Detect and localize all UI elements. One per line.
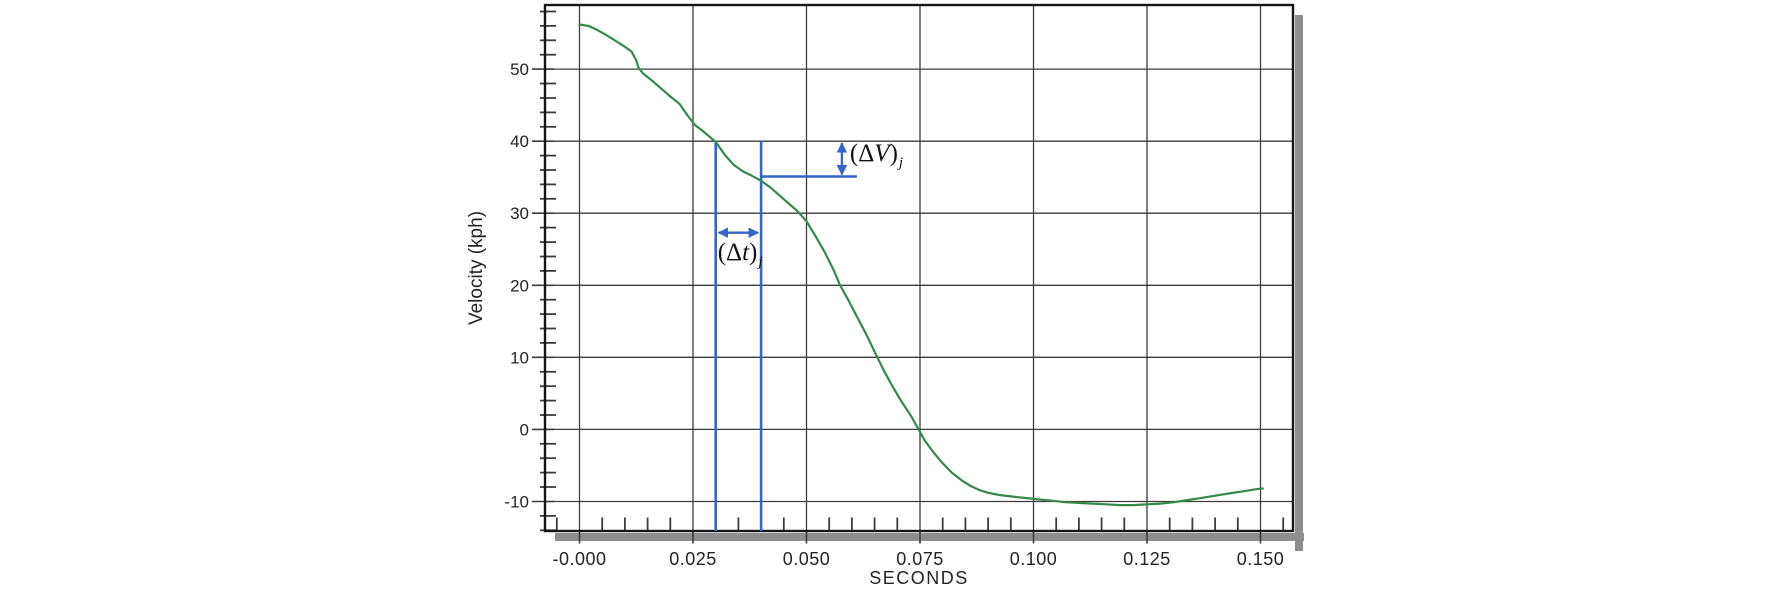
y-tick-label: 40	[510, 132, 529, 151]
delta-v-annotation-label: (ΔV)j	[849, 140, 903, 172]
x-tick-label: 0.150	[1237, 549, 1285, 569]
dt-label-symbol: t	[742, 238, 750, 266]
delta-t-annotation-label: (Δt)j	[717, 238, 763, 270]
dt-label-subscript: j	[758, 253, 763, 270]
dt-label-pre: (Δ	[717, 238, 743, 266]
plot-background	[545, 5, 1293, 531]
y-tick-label: 50	[510, 60, 529, 79]
y-axis-title: Velocity (kph)	[466, 210, 487, 326]
frame-shadow-bottom	[555, 533, 1304, 541]
velocity-curve	[578, 23, 1264, 507]
y-tick-label: 30	[510, 204, 529, 223]
dv-label-post: )	[889, 140, 898, 168]
y-tick-label: 0	[520, 420, 529, 439]
dv-label-symbol: V	[874, 140, 890, 168]
dv-label-pre: (Δ	[849, 140, 875, 168]
x-axis-title: SECONDS	[869, 568, 969, 588]
dt-label-post: )	[749, 238, 758, 266]
y-tick-label: -10	[504, 493, 529, 512]
x-tick-label: 0.100	[1010, 549, 1058, 569]
dv-label-subscript: j	[898, 155, 904, 172]
y-tick-label: 20	[510, 276, 529, 295]
x-tick-label: 0.050	[783, 549, 831, 569]
plot-frame	[543, 3, 1295, 533]
x-tick-label: -0.000	[552, 549, 606, 569]
frame-shadow-right	[1295, 15, 1303, 551]
x-tick-label: 0.025	[669, 549, 717, 569]
y-tick-label: 10	[510, 348, 529, 367]
x-tick-label: 0.125	[1123, 549, 1171, 569]
x-tick-label: 0.075	[896, 549, 944, 569]
